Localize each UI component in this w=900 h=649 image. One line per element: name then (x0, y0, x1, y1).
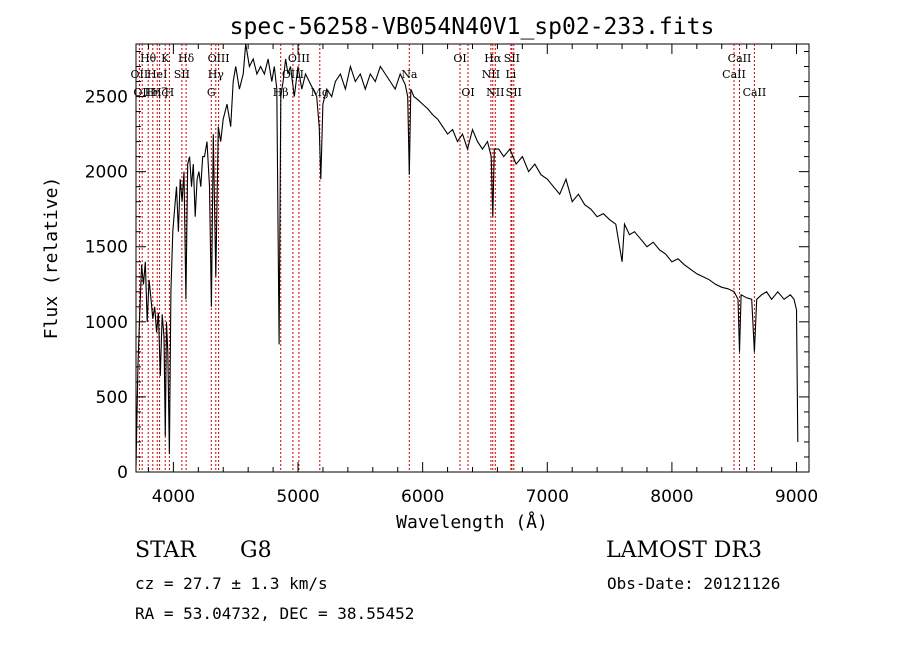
line-label-oii: OII (133, 86, 151, 99)
line-label-mg: Mg (311, 86, 329, 99)
line-label-h: H (165, 86, 175, 99)
x-tick-label: 8000 (650, 487, 693, 507)
spectral-line-labels: OIIOIIHθHηHeIHζKHSIIHδGHγOIIIHβOIIIOIIIM… (131, 52, 767, 99)
x-tick-label: 6000 (401, 487, 444, 507)
line-label-oiii: OIII (208, 52, 230, 65)
line-label-hα: Hα (484, 52, 502, 65)
line-label-na: Na (401, 68, 418, 81)
line-label-hei: HeI (147, 68, 167, 81)
line-label-sii: SII (174, 68, 190, 81)
x-tick-label: 4000 (152, 487, 195, 507)
x-tick-label: 7000 (526, 487, 569, 507)
line-label-caii: CaII (722, 68, 746, 81)
y-axis-ticks: 0 500 1000 1500 2000 2500 (85, 51, 809, 483)
line-label-li: Li (505, 68, 516, 81)
survey-release: LAMOST DR3 (606, 538, 762, 563)
line-label-hγ: Hγ (208, 68, 225, 81)
y-tick-label: 1000 (85, 313, 128, 333)
line-label-oi: OI (461, 86, 474, 99)
x-axis-ticks: 4000 5000 6000 7000 8000 9000 (147, 44, 818, 507)
line-label-oii: OII (131, 68, 149, 81)
line-label-hδ: Hδ (178, 52, 195, 65)
line-label-nii: NII (482, 68, 500, 81)
line-label-nii: NII (486, 86, 504, 99)
chart-title: spec-56258-VB054N40V1_sp02-233.fits (230, 14, 715, 40)
observation-date: Obs-Date: 20121126 (607, 574, 781, 593)
line-label-hζ: Hζ (152, 86, 168, 99)
y-tick-label: 500 (96, 388, 128, 408)
line-label-k: K (161, 52, 170, 65)
spectrum-chart: spec-56258-VB054N40V1_sp02-233.fits OII O… (41, 14, 818, 533)
object-subclass: G8 (240, 538, 272, 563)
line-label-hθ: Hθ (140, 52, 157, 65)
line-label-hη: Hη (145, 86, 161, 99)
sky-coordinates: RA = 53.04732, DEC = 38.55452 (135, 604, 415, 623)
line-label-g: G (207, 86, 216, 99)
x-tick-label: 5000 (276, 487, 319, 507)
y-tick-label: 2000 (85, 163, 128, 183)
y-axis-label: Flux (relative) (41, 177, 62, 340)
line-label-caii: CaII (743, 86, 767, 99)
line-label-sii: SII (504, 52, 520, 65)
redshift-velocity: cz = 27.7 ± 1.3 km/s (135, 574, 328, 593)
y-tick-label: 1500 (85, 238, 128, 258)
x-tick-label: 9000 (775, 487, 818, 507)
y-tick-label: 0 (117, 463, 128, 483)
spectrum-line (135, 43, 799, 468)
plot-frame (135, 43, 810, 473)
object-class: STAR (135, 538, 196, 563)
y-tick-label: 2500 (85, 88, 128, 108)
line-label-oi: OI (453, 52, 466, 65)
line-label-sii: SII (506, 86, 522, 99)
line-label-caii: CaII (728, 52, 752, 65)
x-axis-label: Wavelength (Å) (396, 511, 548, 533)
line-label-oiii: OIII (288, 52, 310, 65)
